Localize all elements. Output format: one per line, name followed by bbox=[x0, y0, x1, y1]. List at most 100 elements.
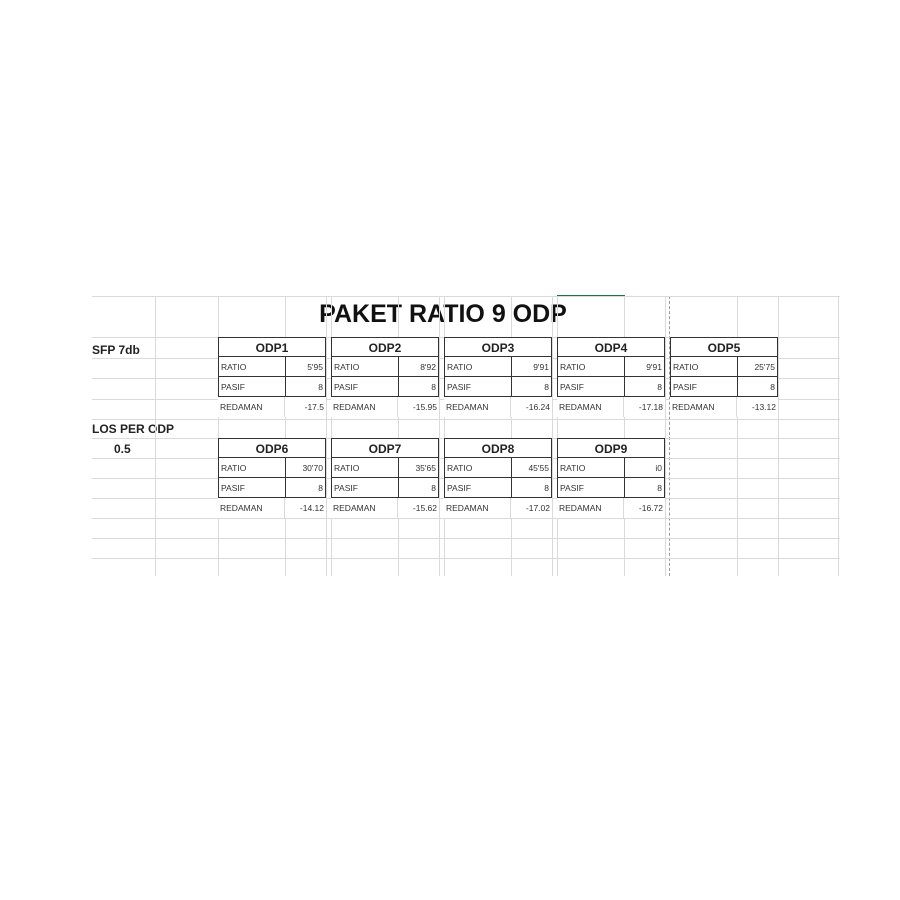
ratio-value[interactable]: 8'92 bbox=[420, 362, 436, 372]
ratio-value[interactable]: 9'91 bbox=[646, 362, 662, 372]
redaman-value[interactable]: -16.24 bbox=[525, 402, 550, 412]
odp-header[interactable]: ODP2 bbox=[331, 337, 439, 357]
pasif-value[interactable]: 8 bbox=[544, 382, 549, 392]
grid-col-line bbox=[552, 296, 553, 576]
redaman-value[interactable]: -17.18 bbox=[638, 402, 663, 412]
redaman-value[interactable]: -17.02 bbox=[525, 503, 550, 513]
sfp-label[interactable]: SFP 7db bbox=[92, 343, 140, 357]
redaman-label[interactable]: REDAMAN bbox=[218, 397, 285, 417]
sheet-title[interactable]: PAKET RATIO 9 ODP bbox=[319, 300, 567, 328]
ratio-value[interactable]: 45'55 bbox=[528, 463, 549, 473]
redaman-row: REDAMAN -13.12 bbox=[670, 397, 778, 417]
odp-block-3: ODP3 RATIO 9'91 PASIF 8 REDAMAN -16.24 bbox=[444, 337, 552, 417]
odp-block-2: ODP2 RATIO 8'92 PASIF 8 REDAMAN -15.95 bbox=[331, 337, 439, 417]
redaman-value[interactable]: -15.95 bbox=[412, 402, 437, 412]
pasif-label[interactable]: PASIF bbox=[558, 377, 625, 396]
ratio-label[interactable]: RATIO bbox=[445, 458, 512, 477]
redaman-row: REDAMAN -15.62 bbox=[331, 498, 439, 518]
odp-header[interactable]: ODP4 bbox=[557, 337, 665, 357]
ratio-label[interactable]: RATIO bbox=[558, 357, 625, 376]
grid-col-line bbox=[511, 296, 512, 576]
pasif-label[interactable]: PASIF bbox=[219, 377, 286, 396]
pasif-label[interactable]: PASIF bbox=[219, 478, 286, 497]
ratio-row: RATIO 9'91 bbox=[557, 357, 665, 377]
grid-col-line bbox=[557, 296, 558, 576]
odp-block-8: ODP8 RATIO 45'55 PASIF 8 REDAMAN -17.02 bbox=[444, 438, 552, 518]
odp-header[interactable]: ODP3 bbox=[444, 337, 552, 357]
ratio-value[interactable]: 9'91 bbox=[533, 362, 549, 372]
odp-header[interactable]: ODP6 bbox=[218, 438, 326, 458]
pasif-row: PASIF 8 bbox=[218, 478, 326, 498]
redaman-label[interactable]: REDAMAN bbox=[331, 397, 398, 417]
ratio-label[interactable]: RATIO bbox=[219, 458, 286, 477]
odp-block-9: ODP9 RATIO i0 PASIF 8 REDAMAN -16.72 bbox=[557, 438, 665, 518]
grid-row-line bbox=[92, 538, 840, 539]
odp-block-4: ODP4 RATIO 9'91 PASIF 8 REDAMAN -17.18 bbox=[557, 337, 665, 417]
redaman-row: REDAMAN -17.18 bbox=[557, 397, 665, 417]
pasif-value[interactable]: 8 bbox=[318, 382, 323, 392]
ratio-value[interactable]: 25'75 bbox=[754, 362, 775, 372]
ratio-row: RATIO 45'55 bbox=[444, 458, 552, 478]
los-label[interactable]: LOS PER ODP bbox=[92, 422, 175, 436]
redaman-value[interactable]: -14.12 bbox=[299, 503, 324, 513]
pasif-value[interactable]: 8 bbox=[431, 382, 436, 392]
redaman-row: REDAMAN -16.24 bbox=[444, 397, 552, 417]
ratio-row: RATIO 5'95 bbox=[218, 357, 326, 377]
grid-col-line bbox=[331, 296, 332, 576]
ratio-label[interactable]: RATIO bbox=[219, 357, 286, 376]
redaman-label[interactable]: REDAMAN bbox=[557, 498, 624, 518]
redaman-value[interactable]: -15.62 bbox=[412, 503, 437, 513]
grid-row-line bbox=[92, 558, 840, 559]
odp-header[interactable]: ODP9 bbox=[557, 438, 665, 458]
redaman-label[interactable]: REDAMAN bbox=[670, 397, 737, 417]
ratio-value[interactable]: 5'95 bbox=[307, 362, 323, 372]
odp-header[interactable]: ODP7 bbox=[331, 438, 439, 458]
ratio-row: RATIO 25'75 bbox=[670, 357, 778, 377]
ratio-label[interactable]: RATIO bbox=[332, 458, 399, 477]
grid-col-line bbox=[155, 296, 156, 576]
ratio-row: RATIO 35'65 bbox=[331, 458, 439, 478]
redaman-label[interactable]: REDAMAN bbox=[557, 397, 624, 417]
grid-col-line bbox=[218, 296, 219, 576]
ratio-label[interactable]: RATIO bbox=[332, 357, 399, 376]
ratio-row: RATIO i0 bbox=[557, 458, 665, 478]
pasif-row: PASIF 8 bbox=[444, 377, 552, 397]
los-value[interactable]: 0.5 bbox=[114, 442, 131, 456]
ratio-label[interactable]: RATIO bbox=[671, 357, 738, 376]
odp-header[interactable]: ODP1 bbox=[218, 337, 326, 357]
pasif-value[interactable]: 8 bbox=[431, 483, 436, 493]
redaman-value[interactable]: -17.5 bbox=[304, 402, 324, 412]
redaman-row: REDAMAN -16.72 bbox=[557, 498, 665, 518]
pasif-value[interactable]: 8 bbox=[770, 382, 775, 392]
pasif-row: PASIF 8 bbox=[444, 478, 552, 498]
pasif-label[interactable]: PASIF bbox=[671, 377, 738, 396]
grid-col-line bbox=[778, 296, 779, 576]
redaman-label[interactable]: REDAMAN bbox=[444, 498, 511, 518]
pasif-label[interactable]: PASIF bbox=[445, 377, 512, 396]
pasif-label[interactable]: PASIF bbox=[558, 478, 625, 497]
odp-header[interactable]: ODP8 bbox=[444, 438, 552, 458]
ratio-label[interactable]: RATIO bbox=[445, 357, 512, 376]
ratio-value[interactable]: i0 bbox=[655, 463, 662, 473]
ratio-value[interactable]: 30'70 bbox=[302, 463, 323, 473]
pasif-value[interactable]: 8 bbox=[657, 483, 662, 493]
ratio-value[interactable]: 35'65 bbox=[415, 463, 436, 473]
page-break-line bbox=[669, 296, 670, 576]
grid-row-line bbox=[92, 518, 840, 519]
pasif-label[interactable]: PASIF bbox=[332, 377, 399, 396]
pasif-value[interactable]: 8 bbox=[657, 382, 662, 392]
redaman-row: REDAMAN -17.02 bbox=[444, 498, 552, 518]
odp-header[interactable]: ODP5 bbox=[670, 337, 778, 357]
ratio-row: RATIO 8'92 bbox=[331, 357, 439, 377]
pasif-value[interactable]: 8 bbox=[318, 483, 323, 493]
pasif-value[interactable]: 8 bbox=[544, 483, 549, 493]
redaman-value[interactable]: -16.72 bbox=[638, 503, 663, 513]
ratio-label[interactable]: RATIO bbox=[558, 458, 625, 477]
redaman-label[interactable]: REDAMAN bbox=[331, 498, 398, 518]
pasif-label[interactable]: PASIF bbox=[445, 478, 512, 497]
redaman-label[interactable]: REDAMAN bbox=[218, 498, 285, 518]
redaman-value[interactable]: -13.12 bbox=[751, 402, 776, 412]
redaman-label[interactable]: REDAMAN bbox=[444, 397, 511, 417]
pasif-label[interactable]: PASIF bbox=[332, 478, 399, 497]
grid-col-line bbox=[285, 296, 286, 576]
